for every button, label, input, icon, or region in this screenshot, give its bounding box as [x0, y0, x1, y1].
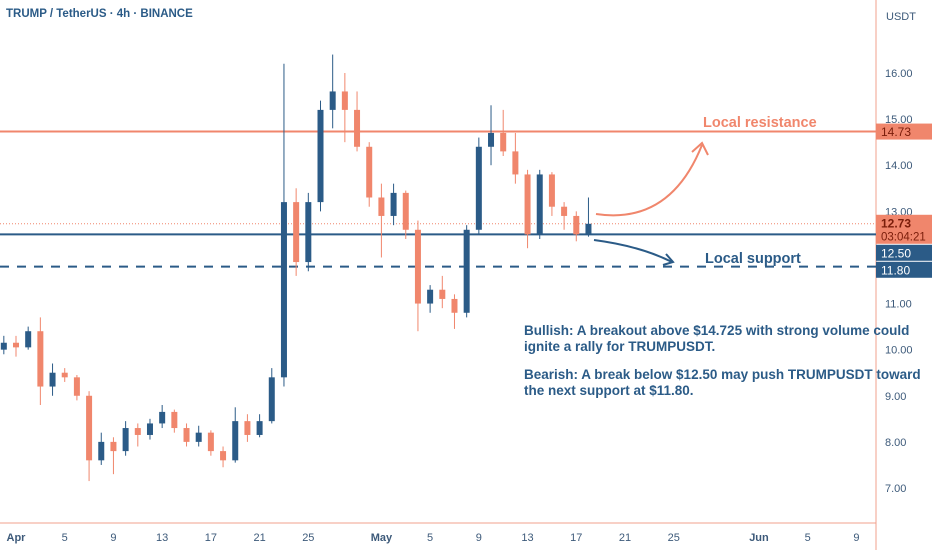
chart-title: TRUMP / TetherUS · 4h · BINANCE: [6, 8, 193, 20]
y-tick-label: 7.00: [885, 483, 906, 495]
x-tick-label: 5: [427, 532, 433, 544]
candle-body: [183, 428, 190, 442]
x-tick-label: 13: [156, 532, 168, 544]
resistance-text: Local resistance: [703, 115, 817, 131]
candle-body: [463, 229, 470, 313]
candle-body: [86, 395, 93, 461]
y-tick-label: 15.00: [885, 114, 913, 126]
candle-body: [25, 331, 32, 348]
bullish-arrow-icon: [595, 144, 703, 217]
candle-body: [585, 223, 592, 235]
candle-body: [159, 411, 166, 424]
x-tick-label: 13: [521, 532, 533, 544]
candle-body: [561, 206, 568, 216]
price-label: 12.50: [881, 246, 911, 260]
x-tick-label: 5: [62, 532, 68, 544]
analysis-note: Bullish: A breakout above $14.725 with s…: [524, 323, 932, 411]
candle-body: [73, 377, 80, 396]
candle-body: [134, 428, 141, 435]
price-label: 11.80: [881, 263, 910, 277]
candle-body: [414, 229, 421, 304]
bullish-arrowhead-icon: [691, 141, 709, 156]
candle-body: [427, 289, 434, 304]
x-tick-label: Apr: [7, 532, 27, 544]
x-tick-label: 17: [570, 532, 582, 544]
x-tick-label: 9: [853, 532, 859, 544]
candle-body: [524, 174, 531, 235]
x-tick-label: 21: [619, 532, 631, 544]
candle-body: [146, 423, 153, 435]
candle-body: [232, 421, 239, 461]
candle-body: [475, 146, 482, 230]
y-tick-label: 9.00: [885, 391, 906, 403]
candle-body: [305, 202, 312, 263]
currency-label: USDT: [886, 11, 916, 23]
bearish-note: Bearish: A break below $12.50 may push T…: [524, 367, 921, 398]
candle-body: [293, 202, 300, 263]
y-tick-label: 14.00: [885, 160, 913, 172]
x-tick-label: Jun: [749, 532, 769, 544]
candle-body: [390, 192, 397, 216]
candle-body: [195, 432, 202, 442]
y-tick-label: 16.00: [885, 68, 913, 80]
candle-body: [573, 215, 580, 235]
price-label: 14.73: [881, 125, 911, 139]
x-tick-label: 25: [302, 532, 314, 544]
candle-body: [317, 109, 324, 203]
candle-body: [488, 132, 495, 147]
candle-body: [98, 441, 105, 461]
candle-body: [500, 132, 507, 152]
x-tick-label: 9: [110, 532, 116, 544]
candle-body: [122, 428, 129, 452]
bearish-arrow-icon: [593, 239, 673, 263]
last-price-box: [876, 214, 932, 244]
support-text: Local support: [705, 251, 801, 267]
candle-body: [110, 441, 117, 452]
candle-body: [512, 151, 519, 175]
candle-body: [13, 342, 19, 348]
candle-body: [402, 192, 409, 230]
x-tick-label: 25: [668, 532, 680, 544]
x-tick-label: 9: [476, 532, 482, 544]
candle-body: [268, 377, 275, 422]
candle-body: [536, 174, 543, 235]
price-label-box: [876, 123, 932, 140]
candle-body: [37, 331, 44, 387]
x-tick-label: May: [371, 532, 393, 544]
bearish-arrowhead-icon: [662, 253, 675, 266]
y-tick-label: 8.00: [885, 437, 906, 449]
candle-body: [329, 91, 336, 110]
candle-body: [378, 197, 385, 216]
price-label-box: [876, 244, 932, 261]
countdown-label: 03:04:21: [881, 231, 926, 243]
candle-body: [0, 342, 7, 350]
candle-body: [256, 421, 263, 435]
candle-body: [341, 91, 348, 110]
candle-body: [171, 411, 178, 429]
x-tick-label: 21: [253, 532, 265, 544]
bullish-note: Bullish: A breakout above $14.725 with s…: [524, 323, 910, 354]
candle-body: [220, 451, 227, 461]
candle-body: [366, 146, 373, 198]
x-tick-label: 5: [805, 532, 811, 544]
candle-body: [548, 174, 555, 207]
candle-body: [61, 372, 68, 378]
price-label-box: [876, 261, 932, 278]
candle-body: [451, 298, 458, 313]
x-tick-label: 17: [205, 532, 217, 544]
candle-body: [49, 372, 56, 387]
candle-body: [439, 289, 446, 299]
y-tick-label: 10.00: [885, 345, 913, 357]
candle-body: [207, 432, 214, 452]
last-price-label: 12.73: [881, 216, 911, 230]
candle-body: [244, 421, 251, 435]
candle-body: [280, 202, 287, 378]
candle-body: [354, 109, 361, 147]
y-tick-label: 11.00: [885, 299, 912, 311]
